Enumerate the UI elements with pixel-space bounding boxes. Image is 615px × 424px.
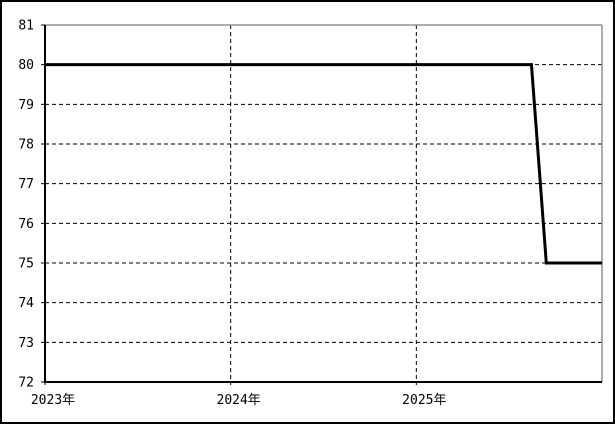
y-tick-label: 79 xyxy=(18,98,34,113)
y-tick-label: 72 xyxy=(18,376,34,391)
y-tick-label: 75 xyxy=(18,257,34,272)
y-tick-label: 77 xyxy=(18,177,34,192)
data-line xyxy=(45,63,602,265)
x-tick-label: 2025年 xyxy=(402,393,446,408)
y-tick-label: 74 xyxy=(18,296,34,311)
y-tick-label: 81 xyxy=(18,19,34,34)
y-tick-label: 80 xyxy=(18,58,34,73)
y-tick-label: 73 xyxy=(18,336,34,351)
y-tick-label: 78 xyxy=(18,138,34,153)
x-tick-label: 2023年 xyxy=(31,393,75,408)
y-tick-label: 76 xyxy=(18,217,34,232)
x-tick-label: 2024年 xyxy=(217,393,261,408)
